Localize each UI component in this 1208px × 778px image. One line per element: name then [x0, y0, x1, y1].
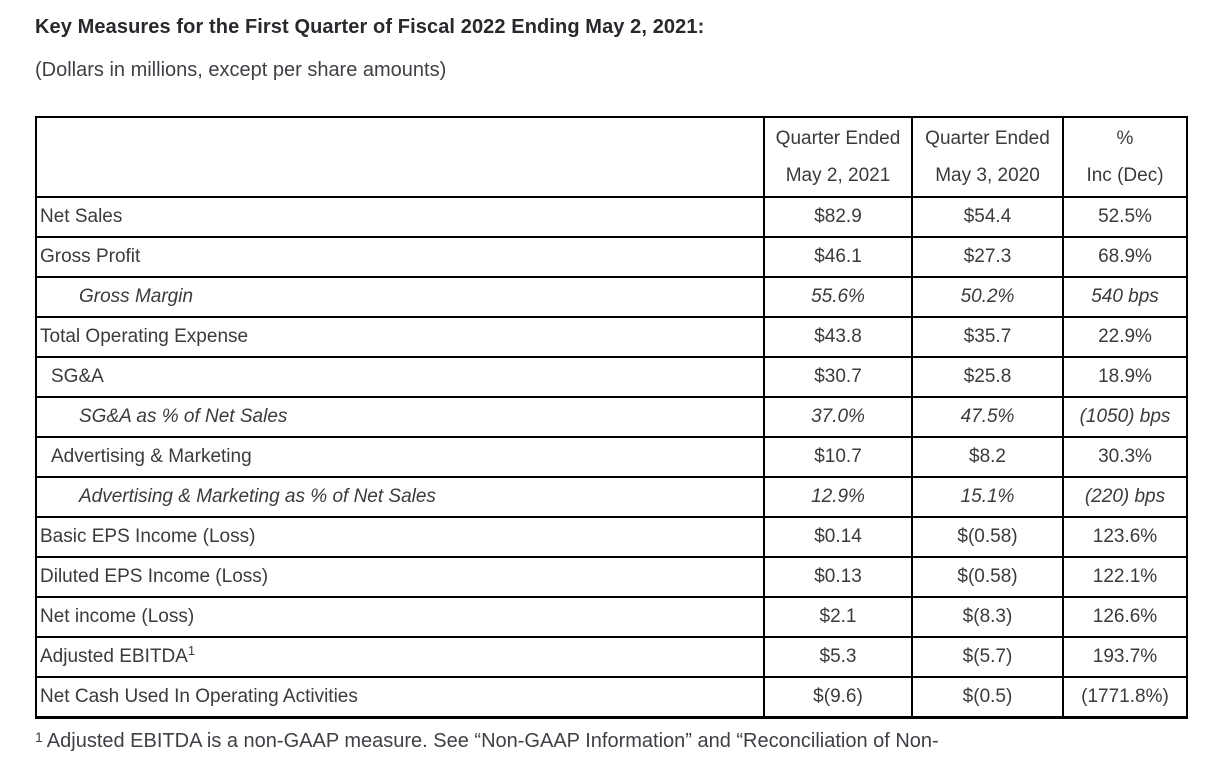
footnote: 1 Adjusted EBITDA is a non-GAAP measure. … — [35, 728, 1195, 754]
value-pct-change: 30.3% — [1062, 436, 1188, 478]
value-current-quarter: $10.7 — [763, 436, 913, 478]
table-header: Quarter Ended May 2, 2021 Quarter Ended … — [35, 116, 1188, 198]
value-pct-change: (220) bps — [1062, 476, 1188, 518]
value-pct-change: 22.9% — [1062, 316, 1188, 358]
footnote-ref: 1 — [187, 643, 196, 658]
value-prior-quarter: $(0.58) — [911, 516, 1064, 558]
value-current-quarter: $46.1 — [763, 236, 913, 278]
table-body: Net Sales $82.9 $54.4 52.5% Gross Profit $46.… — [35, 196, 1188, 718]
table-row: Adjusted EBITDA1 $5.3 $(5.7) 193.7% — [35, 636, 1188, 678]
page-subtitle: (Dollars in millions, except per share a… — [35, 59, 447, 81]
value-current-quarter: $5.3 — [763, 636, 913, 678]
header-line1: % — [1116, 128, 1134, 149]
value-pct-change: 68.9% — [1062, 236, 1188, 278]
row-label: Gross Margin — [35, 276, 765, 318]
value-current-quarter: $0.13 — [763, 556, 913, 598]
row-label: Adjusted EBITDA1 — [35, 636, 765, 678]
value-pct-change: 123.6% — [1062, 516, 1188, 558]
header-quarter-ended-2021: Quarter Ended May 2, 2021 — [763, 116, 913, 198]
value-prior-quarter: $54.4 — [911, 196, 1064, 238]
row-label: Gross Profit — [35, 236, 765, 278]
footnote-text: Adjusted EBITDA is a non-GAAP measure. S… — [46, 729, 939, 752]
table-row: Basic EPS Income (Loss) $0.14 $(0.58) 123.6… — [35, 516, 1188, 558]
value-pct-change: 52.5% — [1062, 196, 1188, 238]
value-prior-quarter: $8.2 — [911, 436, 1064, 478]
table-row: Advertising & Marketing as % of Net Sale… — [35, 476, 1188, 518]
table-row: SG&A as % of Net Sales 37.0% 47.5% (1050) b… — [35, 396, 1188, 438]
row-label: Net Cash Used In Operating Activities — [35, 676, 765, 718]
header-empty-cell — [35, 116, 765, 198]
value-pct-change: 540 bps — [1062, 276, 1188, 318]
table-row: Gross Margin 55.6% 50.2% 540 bps — [35, 276, 1188, 318]
table-row: Net Sales $82.9 $54.4 52.5% — [35, 196, 1188, 238]
header-line2: May 3, 2020 — [935, 165, 1040, 186]
header-line1: Quarter Ended — [925, 128, 1050, 149]
value-prior-quarter: $35.7 — [911, 316, 1064, 358]
row-label: Advertising & Marketing as % of Net Sale… — [35, 476, 765, 518]
value-current-quarter: $82.9 — [763, 196, 913, 238]
table-row: Diluted EPS Income (Loss) $0.13 $(0.58) 122… — [35, 556, 1188, 598]
value-current-quarter: $2.1 — [763, 596, 913, 638]
table-row: Net Cash Used In Operating Activities $(9… — [35, 676, 1188, 718]
value-current-quarter: 55.6% — [763, 276, 913, 318]
row-label: Net income (Loss) — [35, 596, 765, 638]
value-pct-change: 126.6% — [1062, 596, 1188, 638]
value-prior-quarter: 50.2% — [911, 276, 1064, 318]
table-row: Net income (Loss) $2.1 $(8.3) 126.6% — [35, 596, 1188, 638]
value-current-quarter: 12.9% — [763, 476, 913, 518]
value-prior-quarter: $(8.3) — [911, 596, 1064, 638]
page-title: Key Measures for the First Quarter of Fi… — [35, 16, 705, 38]
value-pct-change: 193.7% — [1062, 636, 1188, 678]
row-label: Advertising & Marketing — [35, 436, 765, 478]
value-current-quarter: $30.7 — [763, 356, 913, 398]
value-prior-quarter: $(0.5) — [911, 676, 1064, 718]
row-label: Net Sales — [35, 196, 765, 238]
table-row: Total Operating Expense $43.8 $35.7 22.9% — [35, 316, 1188, 358]
value-current-quarter: 37.0% — [763, 396, 913, 438]
table-row: Advertising & Marketing $10.7 $8.2 30.3% — [35, 436, 1188, 478]
row-label: SG&A as % of Net Sales — [35, 396, 765, 438]
value-prior-quarter: $27.3 — [911, 236, 1064, 278]
value-current-quarter: $(9.6) — [763, 676, 913, 718]
value-prior-quarter: 47.5% — [911, 396, 1064, 438]
value-current-quarter: $43.8 — [763, 316, 913, 358]
row-label: Basic EPS Income (Loss) — [35, 516, 765, 558]
row-label: Total Operating Expense — [35, 316, 765, 358]
table-row: SG&A $30.7 $25.8 18.9% — [35, 356, 1188, 398]
value-prior-quarter: $(0.58) — [911, 556, 1064, 598]
value-pct-change: 18.9% — [1062, 356, 1188, 398]
row-label: Diluted EPS Income (Loss) — [35, 556, 765, 598]
header-line2: Inc (Dec) — [1086, 165, 1164, 186]
value-current-quarter: $0.14 — [763, 516, 913, 558]
header-line2: May 2, 2021 — [785, 165, 891, 186]
header-quarter-ended-2020: Quarter Ended May 3, 2020 — [911, 116, 1064, 198]
value-pct-change: (1050) bps — [1062, 396, 1188, 438]
header-pct-inc-dec: % Inc (Dec) — [1062, 116, 1188, 198]
value-pct-change: 122.1% — [1062, 556, 1188, 598]
value-prior-quarter: $(5.7) — [911, 636, 1064, 678]
header-row: Quarter Ended May 2, 2021 Quarter Ended … — [35, 116, 1188, 198]
value-prior-quarter: 15.1% — [911, 476, 1064, 518]
row-label: SG&A — [35, 356, 765, 398]
footnote-superscript: 1 — [35, 728, 43, 745]
value-prior-quarter: $25.8 — [911, 356, 1064, 398]
header-line1: Quarter Ended — [775, 128, 901, 149]
table-row: Gross Profit $46.1 $27.3 68.9% — [35, 236, 1188, 278]
value-pct-change: (1771.8%) — [1062, 676, 1188, 718]
key-measures-table: Quarter Ended May 2, 2021 Quarter Ended … — [35, 116, 1188, 719]
